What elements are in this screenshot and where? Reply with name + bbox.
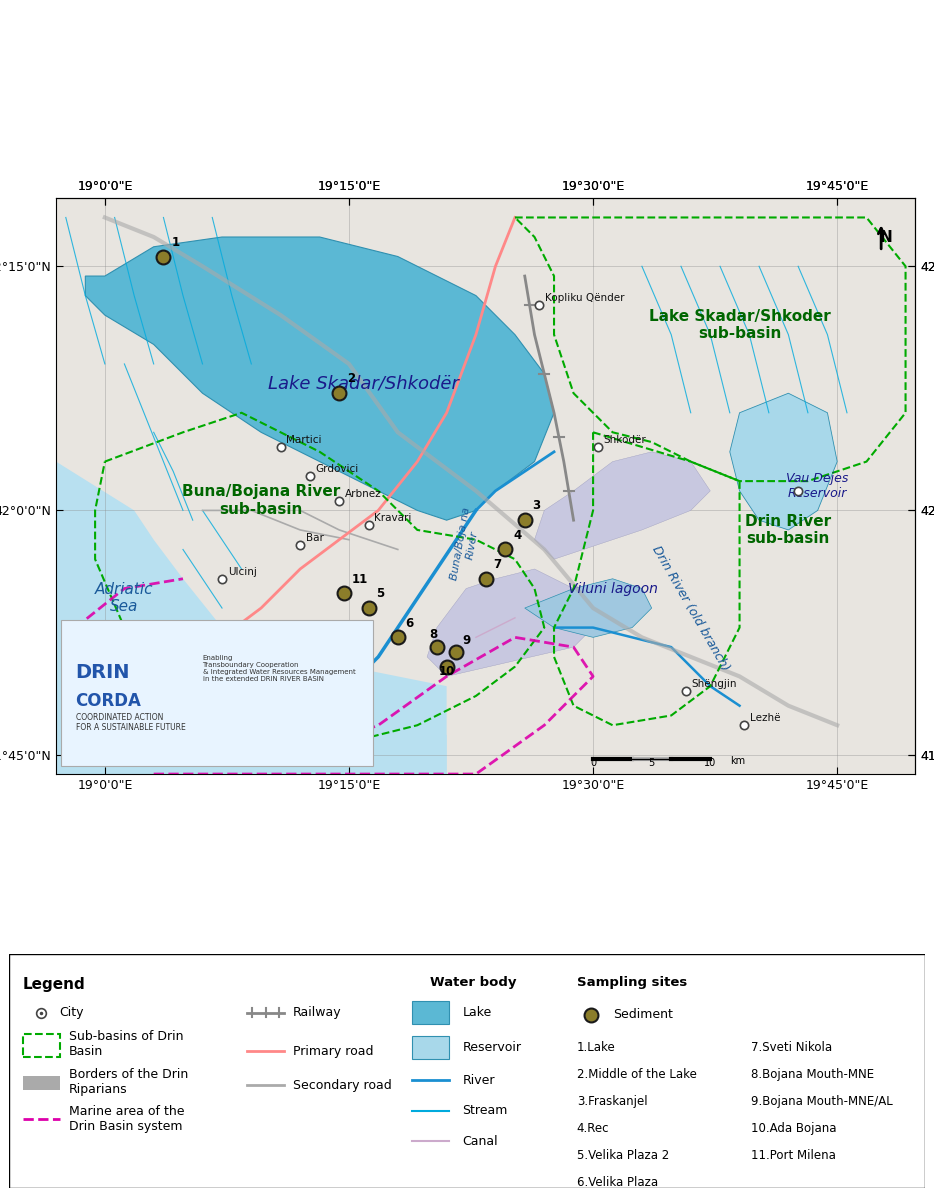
Text: Primary road: Primary road — [293, 1045, 374, 1057]
Text: Lake Skadar/Shkodër: Lake Skadar/Shkodër — [268, 374, 459, 392]
Text: CORDA: CORDA — [76, 691, 141, 709]
Text: Bar: Bar — [306, 533, 324, 542]
Polygon shape — [534, 452, 710, 559]
Polygon shape — [56, 559, 446, 774]
Text: 1: 1 — [171, 235, 179, 248]
Text: Drin River
sub-basin: Drin River sub-basin — [745, 514, 831, 546]
Text: 11: 11 — [352, 572, 368, 586]
Text: 5: 5 — [376, 587, 385, 600]
Text: 10: 10 — [704, 758, 716, 768]
Text: River: River — [462, 1074, 495, 1087]
Text: 5: 5 — [648, 758, 655, 768]
Text: Legend: Legend — [23, 977, 86, 992]
Polygon shape — [427, 569, 593, 677]
Text: 5.Velika Plaza 2: 5.Velika Plaza 2 — [577, 1148, 669, 1162]
Text: Shkodër: Shkodër — [604, 436, 646, 445]
Text: Lezhë: Lezhë — [750, 713, 781, 724]
Text: 9.Bojana Mouth-MNE/AL: 9.Bojana Mouth-MNE/AL — [751, 1094, 893, 1108]
Text: 7.Sveti Nikola: 7.Sveti Nikola — [751, 1042, 832, 1054]
Text: Drin River (old branch): Drin River (old branch) — [649, 544, 732, 673]
Text: Arbnez: Arbnez — [345, 488, 382, 499]
Text: Vau Dejes
Reservoir: Vau Dejes Reservoir — [786, 472, 849, 500]
Text: Borders of the Drin
Riparians: Borders of the Drin Riparians — [69, 1068, 188, 1096]
Text: 8.Bojana Mouth-MNE: 8.Bojana Mouth-MNE — [751, 1068, 874, 1081]
Text: Buna/Boja na
River: Buna/Boja na River — [449, 506, 483, 583]
Text: 3.Fraskanjel: 3.Fraskanjel — [577, 1094, 647, 1108]
Text: Reservoir: Reservoir — [462, 1042, 521, 1054]
Text: Buna/Bojana River
sub-basin: Buna/Bojana River sub-basin — [182, 485, 340, 517]
Text: 0: 0 — [590, 758, 596, 768]
Text: 9: 9 — [462, 634, 471, 647]
Text: Marine area of the
Drin Basin system: Marine area of the Drin Basin system — [69, 1105, 184, 1133]
Text: Sediment: Sediment — [614, 1008, 673, 1021]
Text: Ulcinj: Ulcinj — [228, 566, 257, 577]
Polygon shape — [525, 578, 652, 637]
Text: 6.Velika Plaza: 6.Velika Plaza — [577, 1176, 658, 1189]
Text: Secondary road: Secondary road — [293, 1079, 392, 1092]
Text: 6: 6 — [405, 617, 414, 630]
Polygon shape — [85, 238, 554, 520]
Text: Kravari: Kravari — [375, 514, 412, 523]
Text: Lake Skadar/Shkoder
sub-basin: Lake Skadar/Shkoder sub-basin — [649, 308, 830, 341]
Text: Martici: Martici — [287, 436, 322, 445]
Text: Grdovici: Grdovici — [316, 464, 359, 474]
Text: 4: 4 — [513, 529, 521, 541]
Bar — [412, 1036, 448, 1060]
Text: Sampling sites: Sampling sites — [577, 976, 687, 989]
Text: 11.Port Milena: 11.Port Milena — [751, 1148, 836, 1162]
Text: Viluni lagoon: Viluni lagoon — [568, 582, 658, 595]
Text: City: City — [60, 1006, 84, 1019]
Text: Canal: Canal — [462, 1135, 498, 1147]
Text: Shëngjin: Shëngjin — [692, 679, 737, 689]
Text: 7: 7 — [493, 558, 502, 571]
Text: COORDINATED ACTION
FOR A SUSTAINABLE FUTURE: COORDINATED ACTION FOR A SUSTAINABLE FUT… — [76, 713, 185, 732]
Text: Lake: Lake — [462, 1006, 491, 1019]
Text: 2.Middle of the Lake: 2.Middle of the Lake — [577, 1068, 697, 1081]
Bar — [23, 1075, 60, 1090]
Bar — [412, 1001, 448, 1024]
Text: 2: 2 — [347, 372, 355, 385]
Polygon shape — [56, 462, 446, 774]
Text: 1.Lake: 1.Lake — [577, 1042, 616, 1054]
Text: Water body: Water body — [431, 976, 517, 989]
Text: 3: 3 — [532, 499, 541, 512]
Text: 8: 8 — [429, 629, 437, 641]
Text: km: km — [729, 756, 745, 767]
Text: DRIN: DRIN — [76, 664, 130, 683]
Bar — [61, 619, 374, 767]
Text: Sub-basins of Drin
Basin: Sub-basins of Drin Basin — [69, 1030, 183, 1058]
Bar — [23, 1033, 60, 1057]
Text: Railway: Railway — [293, 1006, 342, 1019]
Polygon shape — [56, 198, 915, 774]
Text: N: N — [880, 230, 892, 245]
Text: Adriatic
Sea: Adriatic Sea — [95, 582, 153, 614]
Text: Stream: Stream — [462, 1104, 508, 1117]
Text: 10.Ada Bojana: 10.Ada Bojana — [751, 1122, 836, 1135]
Text: 4.Rec: 4.Rec — [577, 1122, 609, 1135]
Text: Enabling
Transboundary Cooperation
& Integrated Water Resources Management
in th: Enabling Transboundary Cooperation & Int… — [203, 655, 355, 683]
Polygon shape — [729, 394, 837, 530]
Text: Kopliku Qënder: Kopliku Qënder — [545, 294, 625, 304]
Text: 10: 10 — [439, 665, 455, 678]
